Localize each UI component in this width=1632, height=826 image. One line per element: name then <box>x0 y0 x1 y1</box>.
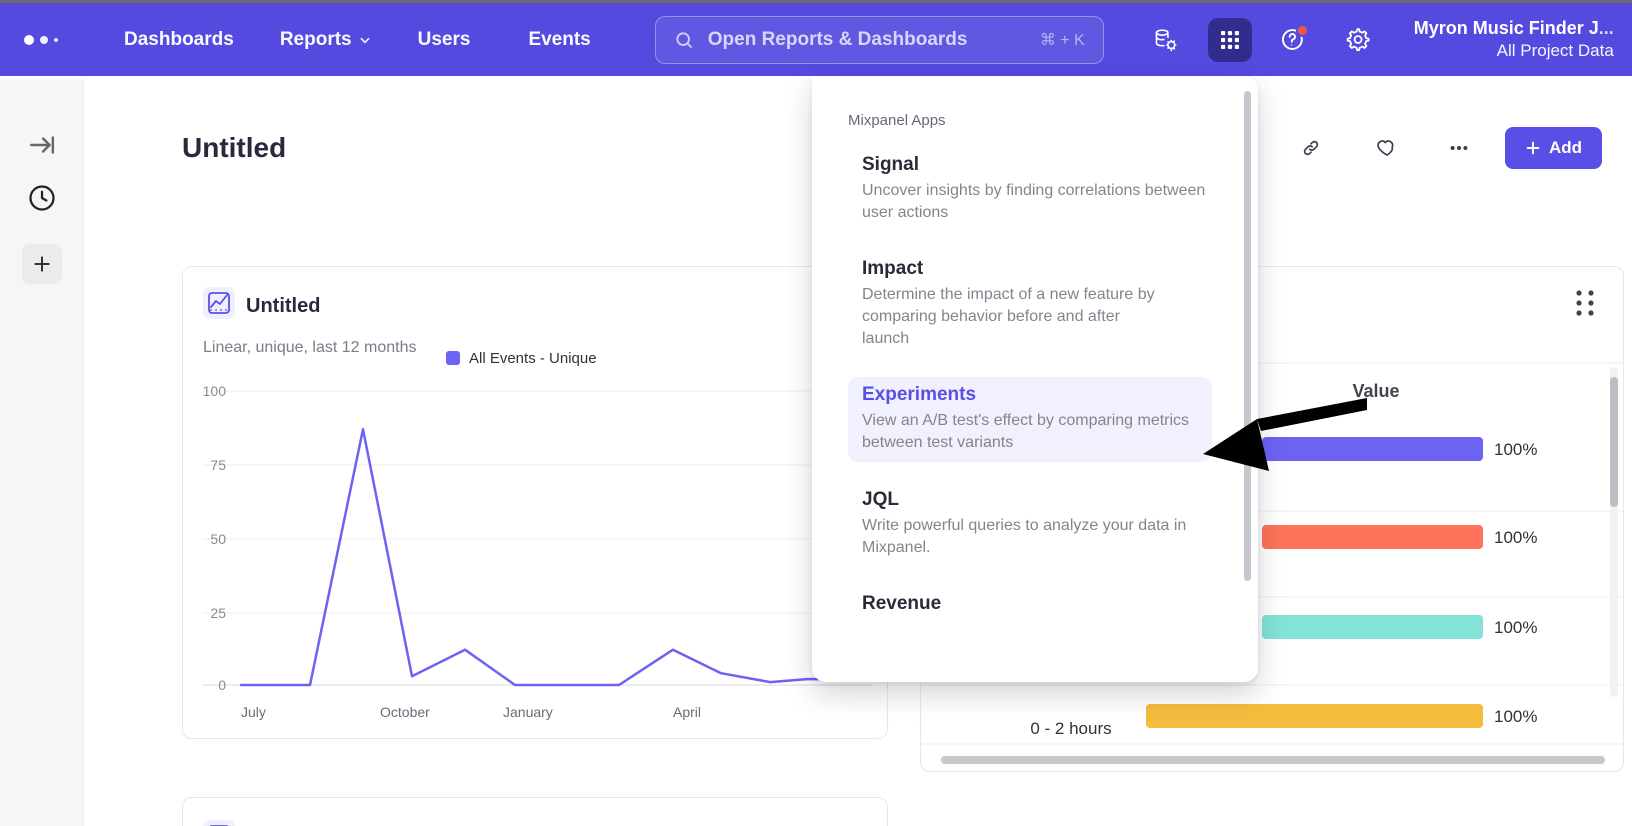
svg-text:Untitled: Untitled <box>246 295 320 317</box>
svg-text:100%: 100% <box>1494 528 1537 547</box>
svg-text:0 - 2 hours: 0 - 2 hours <box>1030 719 1111 738</box>
svg-text:50: 50 <box>210 531 226 547</box>
svg-text:April: April <box>673 704 701 720</box>
svg-text:75: 75 <box>210 457 226 473</box>
svg-text:25: 25 <box>210 605 226 621</box>
svg-text:100: 100 <box>203 383 227 399</box>
svg-text:All Events - Unique: All Events - Unique <box>469 350 597 367</box>
svg-text:Value: Value <box>1352 381 1399 401</box>
svg-text:100%: 100% <box>1494 440 1537 459</box>
svg-text:Linear, unique, last 12 months: Linear, unique, last 12 months <box>203 339 416 356</box>
svg-text:100%: 100% <box>1494 707 1537 726</box>
svg-text:January: January <box>503 704 553 720</box>
svg-text:October: October <box>380 704 430 720</box>
svg-text:July: July <box>241 704 266 720</box>
svg-text:0: 0 <box>218 677 226 693</box>
svg-text:100%: 100% <box>1494 618 1537 637</box>
